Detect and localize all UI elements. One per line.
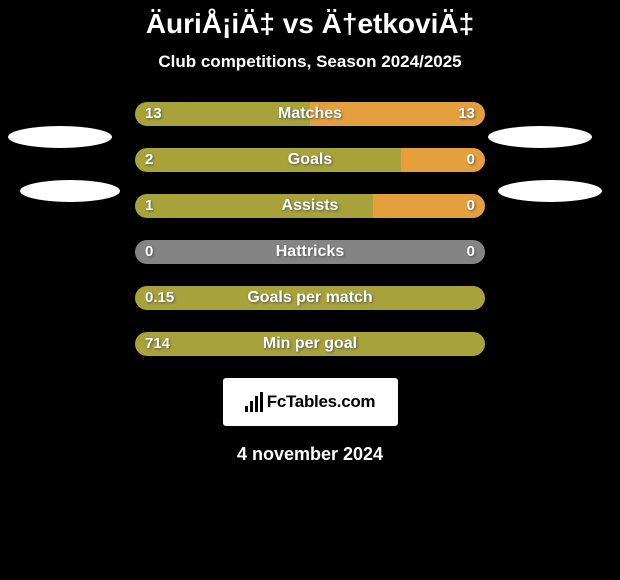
stat-label: Min per goal xyxy=(135,332,485,356)
date-label: 4 november 2024 xyxy=(0,444,620,465)
stat-label: Assists xyxy=(135,194,485,218)
stat-label: Matches xyxy=(135,102,485,126)
player-left-avatar-bot xyxy=(20,180,120,202)
stat-row: 00Hattricks xyxy=(135,240,485,264)
fctables-logo: FcTables.com xyxy=(223,378,398,426)
page-title: ÄuriÅ¡iÄ‡ vs Ä†etkoviÄ‡ xyxy=(0,0,620,40)
player-left-avatar-top xyxy=(8,126,112,148)
stat-row: 714Min per goal xyxy=(135,332,485,356)
stat-label: Goals xyxy=(135,148,485,172)
player-right-avatar-top xyxy=(488,126,592,148)
stat-row: 20Goals xyxy=(135,148,485,172)
stat-label: Hattricks xyxy=(135,240,485,264)
player-right-avatar-bot xyxy=(498,180,602,202)
logo-text: FcTables.com xyxy=(267,392,376,412)
stat-row: 1313Matches xyxy=(135,102,485,126)
stat-row: 0.15Goals per match xyxy=(135,286,485,310)
logo-bars-icon xyxy=(245,392,263,412)
stat-row: 10Assists xyxy=(135,194,485,218)
stats-container: 1313Matches 20Goals 10Assists 00Hattricks 0.… xyxy=(135,102,485,356)
stat-label: Goals per match xyxy=(135,286,485,310)
page-subtitle: Club competitions, Season 2024/2025 xyxy=(0,52,620,72)
